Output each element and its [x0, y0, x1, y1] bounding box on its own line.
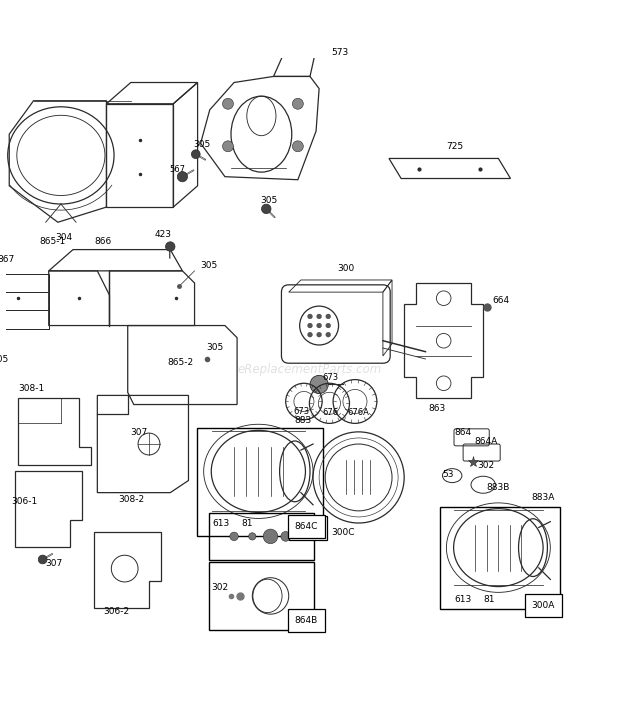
Text: eReplacementParts.com: eReplacementParts.com: [238, 363, 382, 376]
Text: 300C: 300C: [331, 529, 355, 537]
Circle shape: [326, 332, 330, 337]
Text: 302: 302: [477, 461, 494, 471]
Circle shape: [326, 314, 330, 319]
Text: 305: 305: [260, 195, 277, 205]
Text: 308-2: 308-2: [118, 494, 144, 504]
Text: 883B: 883B: [486, 483, 510, 492]
Text: 867: 867: [0, 255, 14, 264]
Text: 81: 81: [483, 595, 495, 604]
Text: 864A: 864A: [474, 437, 497, 446]
Circle shape: [262, 204, 271, 214]
Text: 865-2: 865-2: [167, 358, 193, 367]
Text: 613: 613: [454, 595, 472, 604]
Text: 864: 864: [454, 428, 472, 437]
Text: 300B: 300B: [296, 523, 319, 532]
Text: 300A: 300A: [532, 601, 555, 610]
Circle shape: [317, 332, 322, 337]
Text: 725: 725: [446, 143, 464, 151]
Circle shape: [264, 529, 278, 544]
Circle shape: [192, 150, 200, 159]
Circle shape: [293, 141, 303, 152]
Text: 306-1: 306-1: [11, 497, 37, 505]
Text: 305: 305: [206, 343, 224, 352]
Circle shape: [317, 314, 322, 319]
Text: 307: 307: [131, 428, 148, 437]
Circle shape: [177, 172, 187, 182]
Text: 664: 664: [492, 296, 510, 305]
Circle shape: [326, 323, 330, 328]
Circle shape: [308, 323, 312, 328]
Text: 307: 307: [46, 558, 63, 568]
Text: 866: 866: [94, 237, 112, 245]
Text: 883: 883: [294, 416, 312, 425]
Text: 865-1: 865-1: [40, 237, 66, 245]
Text: 613: 613: [213, 519, 230, 528]
Circle shape: [293, 98, 303, 109]
Circle shape: [249, 533, 256, 540]
Text: 306-2: 306-2: [104, 607, 130, 616]
Circle shape: [317, 323, 322, 328]
Text: 81: 81: [241, 519, 253, 528]
Circle shape: [223, 141, 234, 152]
Text: 308-1: 308-1: [19, 384, 45, 393]
Text: 864B: 864B: [294, 616, 318, 626]
Text: 423: 423: [155, 230, 172, 240]
Text: 676: 676: [322, 408, 339, 417]
Circle shape: [0, 367, 1, 375]
Circle shape: [310, 375, 328, 394]
Text: 673: 673: [293, 407, 309, 416]
Text: 305: 305: [0, 355, 8, 364]
Text: 305: 305: [201, 261, 218, 270]
Text: 300: 300: [337, 264, 355, 273]
Circle shape: [281, 531, 291, 542]
Circle shape: [166, 242, 175, 251]
Text: 573: 573: [331, 49, 348, 57]
Text: 676A: 676A: [348, 408, 370, 417]
Circle shape: [308, 332, 312, 337]
Text: 567: 567: [169, 165, 185, 174]
Circle shape: [230, 532, 238, 541]
Text: 864C: 864C: [294, 522, 318, 531]
Text: 673: 673: [322, 374, 339, 382]
Text: 53: 53: [443, 471, 454, 479]
Circle shape: [38, 555, 47, 564]
Circle shape: [223, 98, 234, 109]
Text: 863: 863: [428, 403, 446, 413]
Text: 305: 305: [193, 140, 211, 149]
Text: 304: 304: [55, 233, 73, 243]
Circle shape: [308, 314, 312, 319]
Text: 302: 302: [211, 583, 229, 592]
Text: 883A: 883A: [532, 493, 555, 502]
